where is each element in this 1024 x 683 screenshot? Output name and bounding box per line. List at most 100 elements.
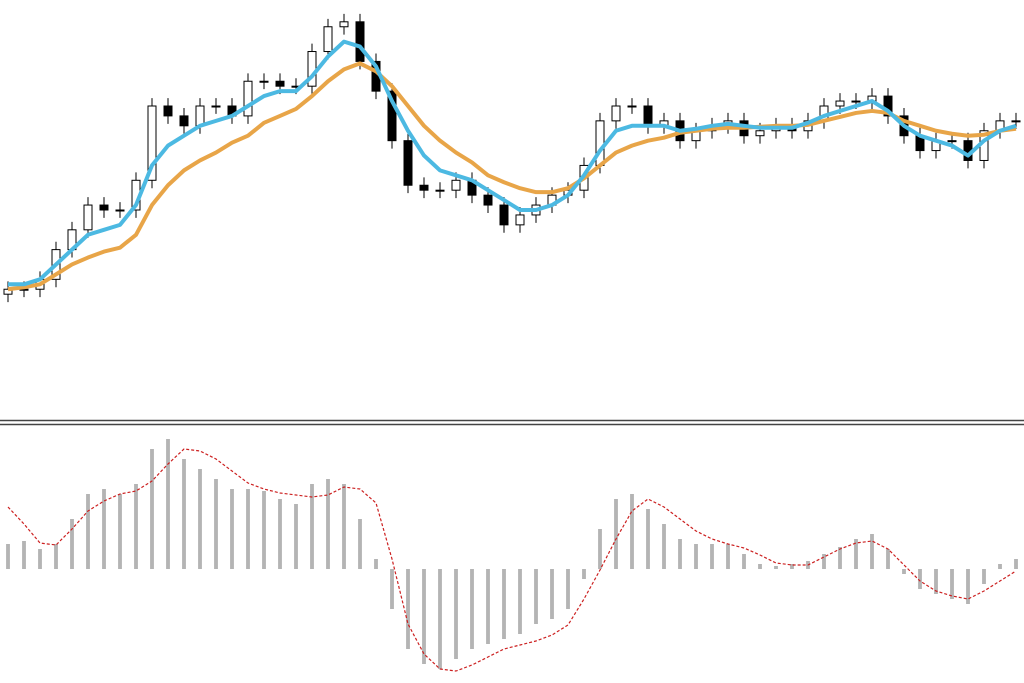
histogram-bar [630, 494, 634, 569]
histogram-bar [374, 559, 378, 569]
candle-body [179, 115, 189, 127]
candle-body [99, 204, 109, 211]
histogram-bar [838, 547, 842, 569]
candle-body [627, 105, 637, 108]
histogram-bar [278, 499, 282, 569]
histogram-bar [6, 544, 10, 569]
candle-body [851, 100, 861, 103]
histogram-bar [86, 494, 90, 569]
histogram-bar [262, 491, 266, 569]
histogram-bar [518, 569, 522, 634]
histogram-bar [486, 569, 490, 644]
histogram-bar [70, 519, 74, 569]
histogram-bar [902, 569, 906, 574]
histogram-bar [102, 489, 106, 569]
histogram-bar [230, 489, 234, 569]
candle-body [195, 105, 205, 127]
signal-line [7, 448, 1017, 672]
histogram-bar [966, 569, 970, 604]
candle-body [243, 80, 253, 117]
candle-body [947, 140, 957, 143]
histogram-bar [582, 569, 586, 579]
histogram-bar [54, 544, 58, 569]
histogram-bar [662, 524, 666, 569]
histogram-bar [470, 569, 474, 649]
histogram-bar [502, 569, 506, 639]
histogram-bar [918, 569, 922, 589]
histogram-bar [422, 569, 426, 664]
histogram-bar [294, 504, 298, 569]
histogram-bar [134, 484, 138, 569]
histogram-bar [182, 459, 186, 569]
histogram-bar [550, 569, 554, 619]
candle-body [275, 80, 285, 87]
histogram-bar [758, 564, 762, 569]
histogram-bar [214, 479, 218, 569]
histogram-bar [1014, 559, 1018, 569]
histogram-bar [774, 566, 778, 569]
candle-body [883, 95, 893, 117]
candle-body [755, 130, 765, 137]
histogram-bar [358, 519, 362, 569]
candle-body [211, 105, 221, 108]
candle-body [163, 105, 173, 117]
histogram-bar [598, 529, 602, 569]
candle-body [643, 105, 653, 127]
candle-body [451, 179, 461, 191]
candle-body [835, 100, 845, 107]
candle-body [1011, 120, 1021, 123]
histogram-bar [614, 499, 618, 569]
histogram-bar [998, 564, 1002, 569]
histogram-bar [38, 549, 42, 569]
histogram-bar [198, 469, 202, 569]
histogram-bar [822, 554, 826, 569]
histogram-bar [166, 439, 170, 569]
candle-body [259, 80, 269, 83]
histogram-bar [534, 569, 538, 624]
candle-body [387, 90, 397, 142]
candle-body [611, 105, 621, 122]
histogram-bar [310, 484, 314, 569]
histogram-bar [646, 509, 650, 569]
candle-body [403, 140, 413, 186]
histogram-bar [710, 544, 714, 569]
histogram-bar [118, 494, 122, 569]
histogram-bar [246, 489, 250, 569]
candle-body [339, 21, 349, 28]
candle-body [595, 120, 605, 166]
candle-body [115, 209, 125, 212]
histogram-bar [726, 544, 730, 569]
histogram-bar [886, 549, 890, 569]
ma-line [7, 61, 1017, 292]
histogram-bar [566, 569, 570, 609]
histogram-bar [390, 569, 394, 609]
histogram-bar [342, 484, 346, 569]
histogram-bar [22, 541, 26, 569]
histogram-bar [982, 569, 986, 584]
histogram-bar [694, 544, 698, 569]
candle-body [483, 194, 493, 206]
candle-body [435, 189, 445, 192]
histogram-bar [854, 539, 858, 569]
histogram-bar [950, 569, 954, 599]
ma-line [8, 39, 1017, 287]
histogram-bar [742, 554, 746, 569]
histogram-bar [438, 569, 442, 669]
candle-body [515, 214, 525, 226]
candle-body [147, 105, 157, 181]
candle-body [419, 184, 429, 191]
candle-body [323, 26, 333, 53]
candle-body [499, 204, 509, 226]
histogram-bar [406, 569, 410, 649]
histogram-bar [150, 449, 154, 569]
histogram-bar [870, 534, 874, 569]
histogram-bar [326, 479, 330, 569]
candle-body [83, 204, 93, 231]
histogram-bar [454, 569, 458, 659]
histogram-bar [934, 569, 938, 594]
histogram-bar [678, 539, 682, 569]
candle-body [355, 21, 365, 62]
histogram-bar [790, 564, 794, 569]
